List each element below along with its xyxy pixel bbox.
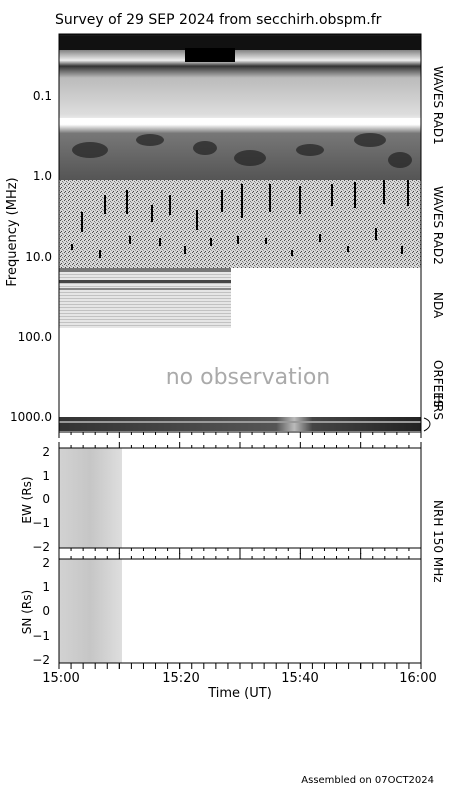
hrs-image [59,417,421,431]
sn-tick-label: 2 [42,556,50,570]
frequency-tick-label: 100.0 [18,330,52,344]
frequency-tick-label: 1000.0 [10,410,52,424]
nda-band-top [59,268,231,272]
rad1-blob [234,150,266,166]
instrument-labels: WAVES RAD1 WAVES RAD2 NDA ORFEES HRS [431,66,445,420]
rad1-blob [193,141,217,155]
nrh-ew-panel [58,447,422,549]
frequency-tick-label: 1.0 [33,169,52,183]
time-tick-label: 15:00 [42,671,79,686]
rad2-bursts [71,180,409,258]
time-axis: 15:00 15:20 15:40 16:00 [42,671,436,686]
nda-image [59,268,231,328]
frequency-tick-label: 0.1 [33,89,52,103]
ew-axis-label: EW (Rs) [20,476,34,523]
sn-axis: 2 1 0 −1 −2 [32,556,50,667]
rad1-blob [72,142,108,158]
assembled-footer: Assembled on 07OCT2024 [301,775,434,786]
ew-axis: 2 1 0 −1 −2 [32,445,50,554]
chart-title: Survey of 29 SEP 2024 from secchirh.obsp… [55,12,382,28]
frequency-tick-label: 10.0 [25,250,52,264]
time-tick-label: 16:00 [399,671,436,686]
nrh-sn-panel [58,558,422,664]
rad1-blob [354,133,386,147]
instrument-label-nda: NDA [431,292,445,319]
rad1-blob [296,144,324,156]
rad1-blobs [72,133,412,168]
nrh-label: NRH 150 MHz [431,500,445,583]
instrument-label-hrs: HRS [431,395,445,420]
frequency-axis-label: Frequency (MHz) [5,177,20,286]
nrh-sn-image [59,559,122,663]
rad1-dark-band [59,36,421,50]
ew-tick-label: 0 [42,492,50,506]
hrs-stripe [59,421,421,423]
instrument-label-rad2: WAVES RAD2 [431,186,445,265]
sn-axis-label: SN (Rs) [20,590,34,634]
ew-tick-label: 2 [42,445,50,459]
rad1-blob [388,152,412,168]
spectrum-panel: no observation [58,33,422,433]
ew-tick-label: −1 [32,516,50,530]
time-tick-label: 15:40 [281,671,318,686]
rad1-blob [136,134,164,146]
instrument-label-rad1: WAVES RAD1 [431,66,445,145]
instrument-label-orfees: ORFEES [431,360,445,407]
time-tick-label: 15:20 [162,671,199,686]
ew-tick-label: −2 [32,540,50,554]
rad1-burst [185,48,235,62]
nda-band [59,288,231,290]
nda-band-dark [59,280,231,283]
rad1-bright-band [59,118,421,124]
sn-tick-label: 0 [42,604,50,618]
rad2-image [59,180,421,268]
frequency-axis: 0.1 1.0 10.0 100.0 1000.0 [10,89,52,424]
no-observation-text: no observation [166,365,331,390]
time-axis-label: Time (UT) [207,686,272,701]
hrs-bracket [423,417,431,432]
tick-marks [58,431,422,669]
nrh-ew-image [59,448,122,548]
sn-tick-label: −2 [32,653,50,667]
sn-tick-label: −1 [32,629,50,643]
ew-tick-label: 1 [42,469,50,483]
sn-tick-label: 1 [42,580,50,594]
